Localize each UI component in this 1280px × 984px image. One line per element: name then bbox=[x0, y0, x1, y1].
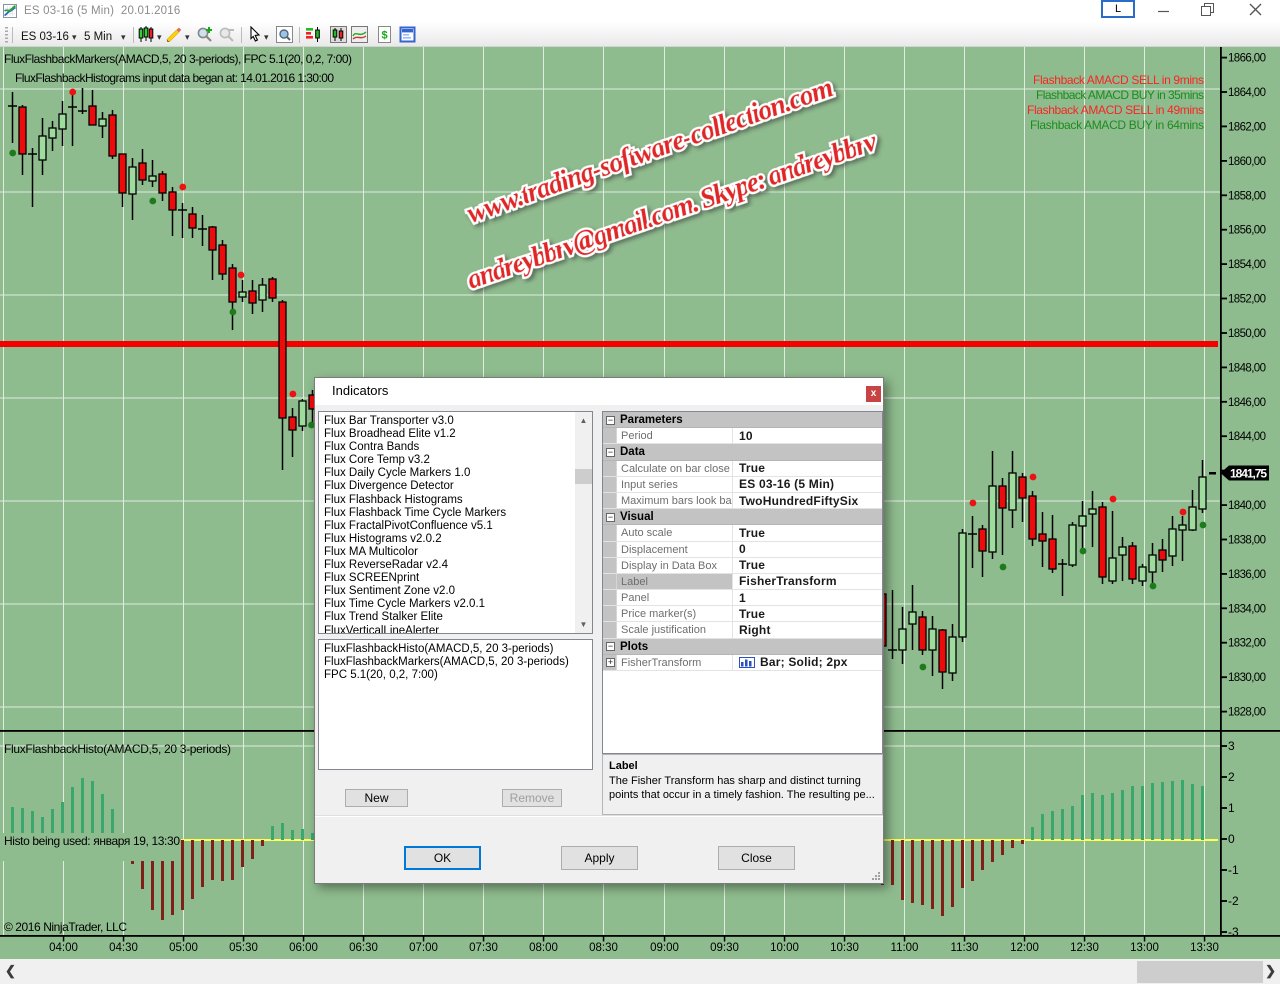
svg-text:-2: -2 bbox=[1228, 894, 1239, 908]
svg-text:1832,00: 1832,00 bbox=[1228, 638, 1266, 650]
svg-text:1850,00: 1850,00 bbox=[1228, 328, 1266, 340]
svg-text:$: $ bbox=[381, 30, 387, 42]
svg-text:1852,00: 1852,00 bbox=[1228, 294, 1266, 306]
svg-text:1: 1 bbox=[1228, 801, 1235, 815]
svg-text:-1: -1 bbox=[1228, 863, 1239, 877]
svg-text:10:00: 10:00 bbox=[770, 942, 799, 954]
svg-text:11:30: 11:30 bbox=[951, 942, 979, 954]
svg-text:04:30: 04:30 bbox=[109, 942, 138, 954]
svg-text:1840,00: 1840,00 bbox=[1228, 500, 1266, 512]
svg-text:3: 3 bbox=[1228, 739, 1235, 753]
svg-text:1841,75: 1841,75 bbox=[1230, 467, 1267, 481]
svg-text:04:00: 04:00 bbox=[49, 942, 78, 954]
svg-text:07:30: 07:30 bbox=[469, 942, 498, 954]
svg-text:0: 0 bbox=[1228, 832, 1235, 846]
svg-text:05:30: 05:30 bbox=[229, 942, 258, 954]
svg-text:1866,00: 1866,00 bbox=[1228, 53, 1266, 65]
svg-text:06:30: 06:30 bbox=[349, 942, 378, 954]
svg-text:1828,00: 1828,00 bbox=[1228, 707, 1266, 719]
svg-text:Flashback AMACD BUY in 64mins: Flashback AMACD BUY in 64mins bbox=[1030, 118, 1204, 132]
svg-text:1856,00: 1856,00 bbox=[1228, 225, 1266, 237]
svg-text:11:00: 11:00 bbox=[891, 942, 919, 954]
svg-text:07:00: 07:00 bbox=[409, 942, 438, 954]
svg-text:1864,00: 1864,00 bbox=[1228, 87, 1266, 99]
svg-text:FluxFlashbackHistograms input: FluxFlashbackHistograms input data began… bbox=[15, 71, 334, 85]
svg-text:Flashback AMACD BUY in 35mins: Flashback AMACD BUY in 35mins bbox=[1036, 88, 1204, 102]
svg-text:FluxFlashbackHisto(AMACD,5, 20: FluxFlashbackHisto(AMACD,5, 20 3-periods… bbox=[4, 742, 231, 756]
svg-text:1854,00: 1854,00 bbox=[1228, 259, 1266, 271]
svg-text:Histo being used: января 19,: Histo being used: января 19, 13:30 bbox=[4, 834, 180, 848]
svg-text:13:30: 13:30 bbox=[1190, 942, 1219, 954]
svg-text:1844,00: 1844,00 bbox=[1228, 431, 1266, 443]
svg-text:08:30: 08:30 bbox=[589, 942, 618, 954]
svg-text:2: 2 bbox=[1228, 770, 1235, 784]
svg-text:13:00: 13:00 bbox=[1130, 942, 1159, 954]
svg-text:05:00: 05:00 bbox=[169, 942, 198, 954]
svg-text:Flashback AMACD SELL in 49mins: Flashback AMACD SELL in 49mins bbox=[1027, 103, 1204, 117]
svg-text:-3: -3 bbox=[1228, 925, 1239, 939]
svg-text:1834,00: 1834,00 bbox=[1228, 603, 1266, 615]
svg-text:Flashback AMACD SELL in 9mins: Flashback AMACD SELL in 9mins bbox=[1033, 73, 1204, 87]
svg-text:12:00: 12:00 bbox=[1010, 942, 1039, 954]
svg-text:06:00: 06:00 bbox=[289, 942, 318, 954]
svg-text:1848,00: 1848,00 bbox=[1228, 362, 1266, 374]
svg-text:10:30: 10:30 bbox=[830, 942, 859, 954]
svg-text:1830,00: 1830,00 bbox=[1228, 672, 1266, 684]
svg-text:© 2016 NinjaTrader, LLC: © 2016 NinjaTrader, LLC bbox=[4, 920, 127, 934]
svg-text:1862,00: 1862,00 bbox=[1228, 121, 1266, 133]
svg-text:1860,00: 1860,00 bbox=[1228, 156, 1266, 168]
svg-text:12:30: 12:30 bbox=[1070, 942, 1099, 954]
svg-text:1838,00: 1838,00 bbox=[1228, 535, 1266, 547]
svg-text:1836,00: 1836,00 bbox=[1228, 569, 1266, 581]
svg-text:09:30: 09:30 bbox=[710, 942, 739, 954]
svg-text:FluxFlashbackMarkers(AMACD,5,: FluxFlashbackMarkers(AMACD,5, 20 3-perio… bbox=[4, 52, 352, 66]
svg-text:08:00: 08:00 bbox=[529, 942, 558, 954]
svg-text:1846,00: 1846,00 bbox=[1228, 397, 1266, 409]
svg-text:1858,00: 1858,00 bbox=[1228, 190, 1266, 202]
svg-text:09:00: 09:00 bbox=[650, 942, 679, 954]
